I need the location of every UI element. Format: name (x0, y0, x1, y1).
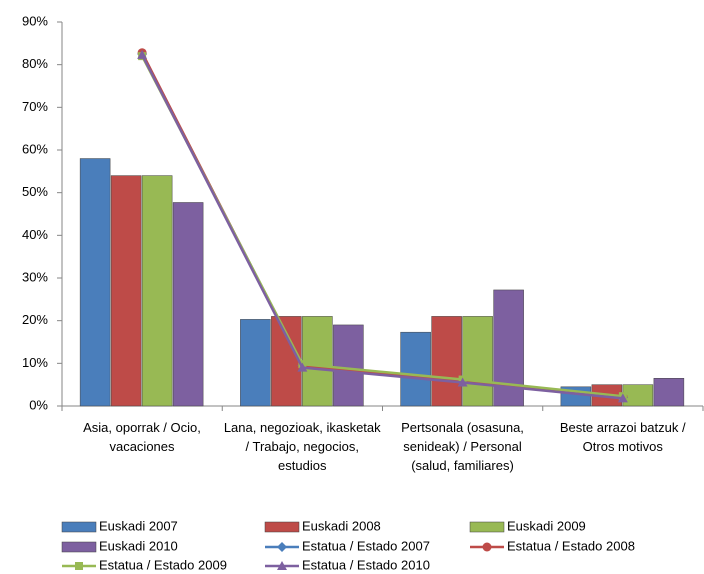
legend-label: Euskadi 2007 (99, 518, 178, 533)
line (141, 55, 624, 398)
bar (622, 384, 654, 407)
x-tick-label: Lana, negozioak, ikasketak / Trabajo, ne… (223, 420, 381, 473)
legend-label: Estatua / Estado 2009 (99, 557, 227, 572)
legend-swatch (264, 521, 300, 533)
bar (333, 324, 364, 407)
legend-label: Euskadi 2009 (507, 518, 586, 533)
line (141, 53, 624, 399)
marker (297, 362, 308, 372)
bar (431, 316, 462, 407)
legend-label: Estatua / Estado 2007 (302, 538, 430, 553)
x-tick-label: Pertsonala (osasuna, senideak) / Persona… (401, 420, 524, 473)
marker (617, 393, 628, 403)
legend-label: Estatua / Estado 2008 (507, 538, 635, 553)
bar (400, 331, 431, 407)
legend-swatch (61, 521, 97, 533)
y-tick-label: 10% (22, 355, 48, 370)
bar (302, 316, 333, 407)
bar (110, 175, 142, 407)
marker (137, 49, 148, 59)
legend-swatch (61, 541, 97, 553)
marker (277, 542, 287, 552)
y-tick-label: 30% (22, 269, 48, 284)
line (141, 54, 623, 400)
y-tick-label: 70% (22, 99, 48, 114)
legend-label: Estatua / Estado 2010 (302, 557, 430, 572)
x-tick-label: Beste arrazoi batzuk / Otros motivos (559, 420, 686, 454)
legend-label: Euskadi 2010 (99, 538, 178, 553)
bar (79, 158, 111, 407)
marker (75, 562, 83, 570)
y-tick-label: 80% (22, 56, 48, 71)
bar (653, 378, 685, 407)
bar (240, 319, 271, 407)
legend-label: Euskadi 2008 (302, 518, 381, 533)
bar (172, 202, 204, 407)
y-tick-label: 50% (22, 184, 48, 199)
bar (271, 316, 302, 407)
marker (277, 561, 287, 570)
line (141, 52, 623, 398)
y-tick-label: 90% (22, 13, 48, 28)
y-tick-label: 0% (29, 397, 48, 412)
legend-swatch (469, 521, 505, 533)
x-tick-label: Asia, oporrak / Ocio, vacaciones (83, 420, 201, 454)
bar (462, 316, 493, 407)
marker (457, 377, 468, 387)
marker (482, 542, 492, 552)
y-tick-label: 40% (22, 227, 48, 242)
bar (141, 175, 173, 407)
y-tick-label: 20% (22, 312, 48, 327)
y-tick-label: 60% (22, 141, 48, 156)
